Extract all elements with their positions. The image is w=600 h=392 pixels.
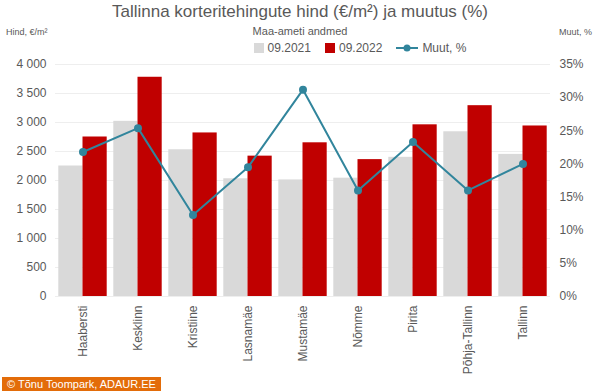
svg-text:Nõmme: Nõmme: [351, 305, 365, 347]
html-text:09.2021: 09.2021: [267, 41, 311, 55]
svg-text:4 000: 4 000: [16, 57, 46, 71]
svg-text:3 000: 3 000: [16, 115, 46, 129]
html-text:Tallinna korteritehingute hind: Tallinna korteritehingute hind (€/m²) ja…: [112, 2, 488, 21]
svg-text:5%: 5%: [560, 256, 578, 270]
svg-text:15%: 15%: [560, 190, 584, 204]
html-text:Maa-ameti andmed: Maa-ameti andmed: [252, 25, 348, 37]
svg-text:2 500: 2 500: [16, 144, 46, 158]
svg-text:10%: 10%: [560, 223, 584, 237]
svg-text:Haabersti: Haabersti: [76, 306, 90, 357]
svg-text:35%: 35%: [560, 57, 584, 71]
html-text:09.2022: 09.2022: [339, 41, 383, 55]
svg-text:Kesklinn: Kesklinn: [131, 306, 145, 351]
svg-text:Lasnamäe: Lasnamäe: [241, 305, 255, 361]
svg-text:30%: 30%: [560, 90, 584, 104]
svg-text:3 500: 3 500: [16, 86, 46, 100]
svg-text:1 000: 1 000: [16, 231, 46, 245]
svg-text:Tallinn: Tallinn: [516, 306, 530, 340]
html-text:Muut, %: Muut, %: [422, 41, 467, 55]
html-text:© Tõnu Toompark, ADAUR.EE: © Tõnu Toompark, ADAUR.EE: [7, 378, 156, 390]
svg-text:Pirita: Pirita: [406, 305, 420, 333]
html-text:Hind, €/m²: Hind, €/m²: [6, 27, 48, 37]
html-text:Muut, %: Muut, %: [559, 27, 592, 37]
svg-text:Kristiine: Kristiine: [186, 305, 200, 348]
svg-text:1 500: 1 500: [16, 202, 46, 216]
svg-text:0%: 0%: [560, 289, 578, 303]
svg-text:25%: 25%: [560, 124, 584, 138]
svg-text:20%: 20%: [560, 157, 584, 171]
svg-text:0: 0: [40, 289, 47, 303]
svg-text:2 000: 2 000: [16, 173, 46, 187]
svg-text:500: 500: [26, 260, 46, 274]
svg-text:Põhja-Tallinn: Põhja-Tallinn: [461, 306, 475, 375]
svg-text:Mustamäe: Mustamäe: [296, 305, 310, 361]
